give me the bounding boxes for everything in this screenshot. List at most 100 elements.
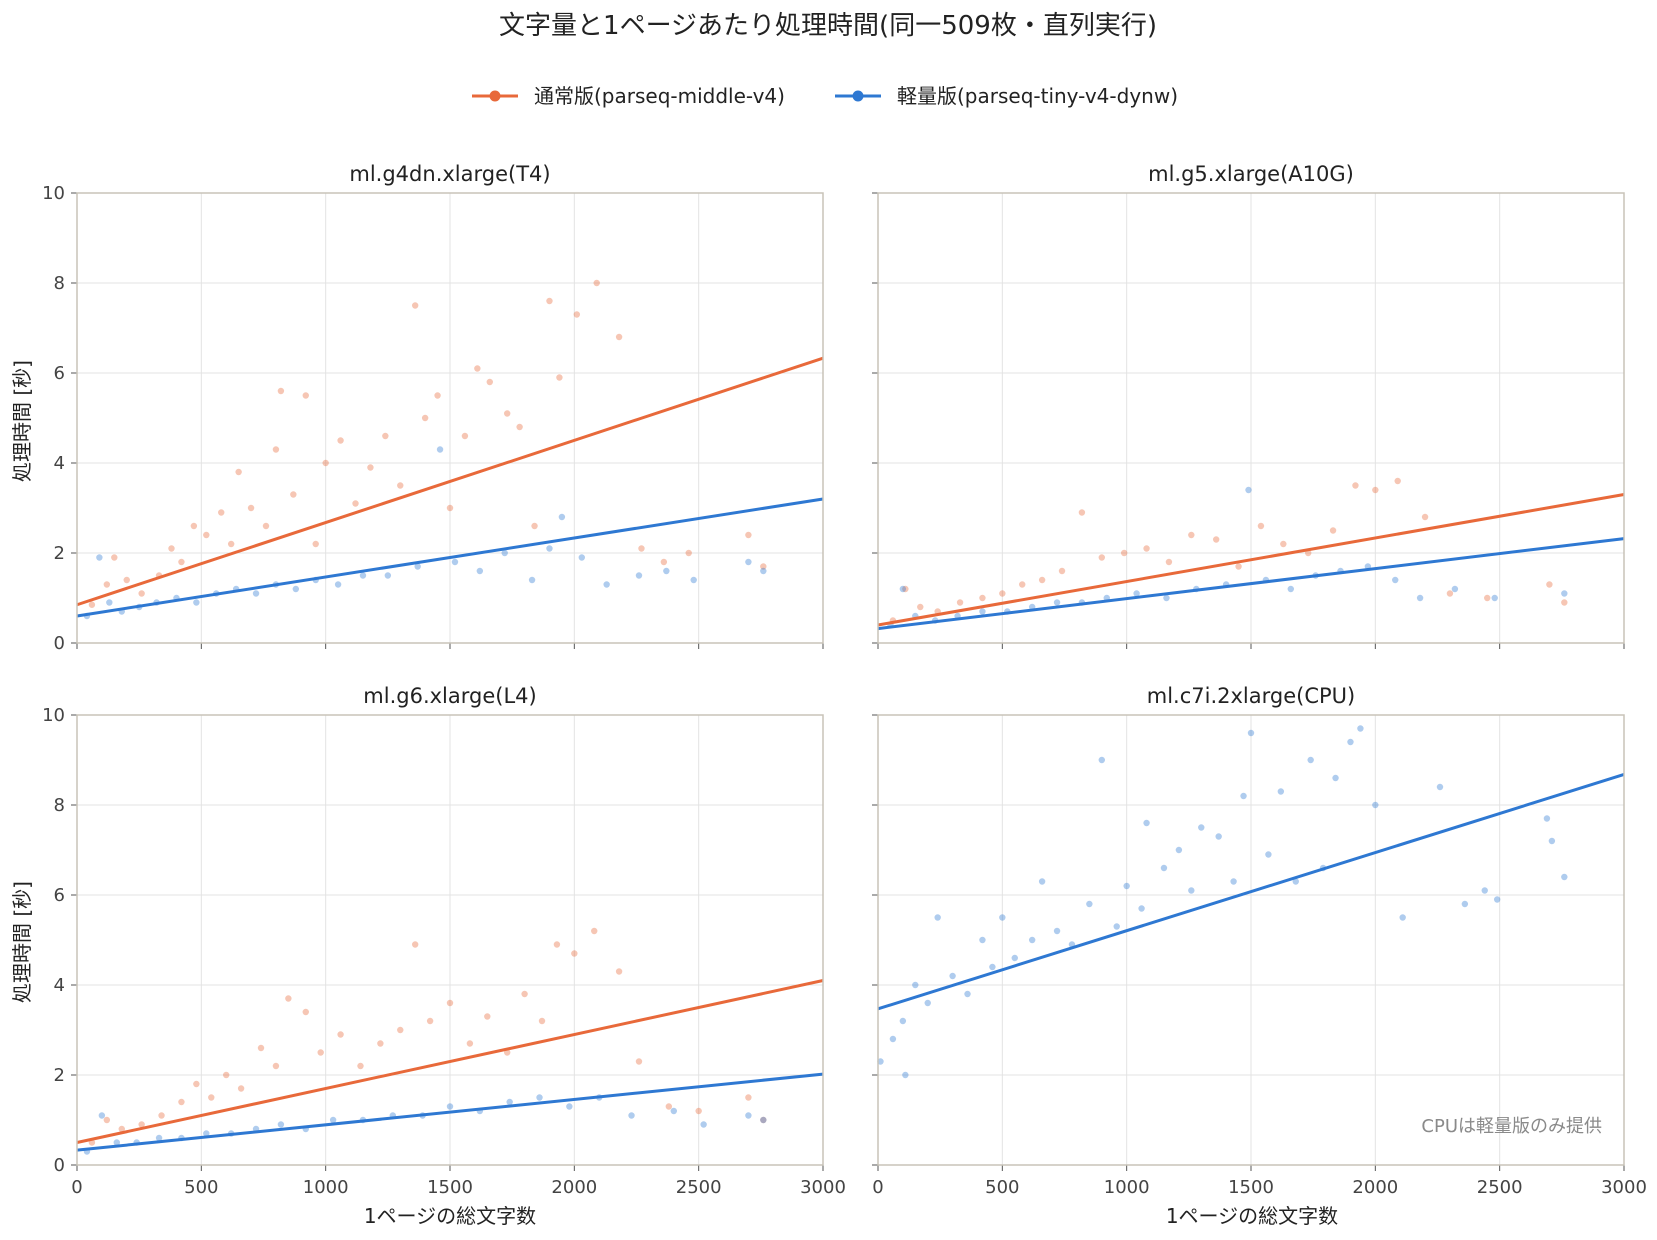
data-point bbox=[1245, 486, 1252, 494]
data-point bbox=[155, 1134, 163, 1142]
data-point bbox=[292, 585, 300, 593]
data-point bbox=[615, 333, 623, 341]
data-point bbox=[591, 927, 598, 935]
data-point bbox=[1484, 594, 1491, 602]
data-point bbox=[1352, 482, 1359, 489]
legend-marker-light bbox=[852, 90, 864, 102]
data-point bbox=[1143, 545, 1150, 552]
data-point bbox=[1188, 531, 1195, 539]
data-point bbox=[1160, 864, 1168, 872]
data-point bbox=[411, 941, 419, 948]
data-point bbox=[1548, 837, 1556, 845]
data-point bbox=[367, 464, 374, 471]
legend-marker-normal bbox=[489, 90, 501, 102]
data-point bbox=[628, 1112, 635, 1119]
data-point bbox=[357, 1062, 364, 1070]
data-point bbox=[745, 531, 752, 539]
data-point bbox=[1347, 738, 1354, 746]
y-tick-label: 8 bbox=[54, 795, 65, 816]
data-point bbox=[979, 936, 986, 944]
data-point bbox=[558, 513, 566, 521]
data-point bbox=[934, 914, 941, 921]
data-point bbox=[1257, 522, 1265, 530]
data-point bbox=[451, 558, 459, 566]
data-point bbox=[446, 1103, 454, 1110]
data-point bbox=[252, 590, 260, 597]
data-point bbox=[638, 545, 645, 552]
subplot-4: 0 500 1000 1500 2000 2500 3000 ml.c7i.2xlarge(C… bbox=[872, 684, 1647, 1198]
data-point bbox=[118, 1125, 125, 1133]
data-point bbox=[1123, 882, 1130, 890]
data-point bbox=[1098, 756, 1106, 764]
data-point bbox=[1280, 540, 1287, 548]
data-point bbox=[1113, 923, 1120, 930]
plot-frame bbox=[76, 192, 824, 644]
x-tick-label: 1000 bbox=[303, 1177, 349, 1198]
data-point bbox=[285, 995, 292, 1002]
data-point bbox=[203, 531, 210, 539]
x-tick-label: 2500 bbox=[676, 1177, 722, 1198]
data-point bbox=[635, 1058, 643, 1065]
data-point bbox=[1265, 851, 1272, 858]
data-point bbox=[1175, 846, 1183, 854]
subplot-1: 0 2 4 6 8 10 ml.g4dn.xlarge(T4) bbox=[42, 162, 824, 654]
data-point bbox=[446, 504, 454, 512]
series-1-points bbox=[88, 927, 767, 1146]
data-point bbox=[566, 1103, 573, 1110]
data-point bbox=[1436, 783, 1444, 791]
data-point bbox=[1561, 873, 1568, 881]
data-point bbox=[745, 558, 752, 566]
data-point bbox=[1491, 594, 1498, 602]
data-point bbox=[1058, 567, 1066, 575]
x-tick-label: 1500 bbox=[427, 1177, 473, 1198]
data-point bbox=[421, 414, 429, 422]
data-point bbox=[899, 585, 907, 593]
data-point bbox=[999, 590, 1006, 597]
data-point bbox=[96, 554, 103, 561]
trend-line bbox=[76, 1072, 824, 1152]
data-point bbox=[999, 914, 1006, 921]
subplot-3: 0 500 1000 1500 2000 2500 3000 0 2 4 6 8 10 ml.g6.xla… bbox=[42, 684, 846, 1198]
legend: 通常版(parseq-middle-v4) 軽量版(parseq-tiny-v4… bbox=[472, 84, 1178, 108]
data-point bbox=[503, 410, 511, 417]
data-point bbox=[501, 549, 508, 557]
data-point bbox=[745, 1112, 752, 1119]
data-point bbox=[553, 941, 561, 948]
data-point bbox=[1461, 900, 1469, 908]
data-point bbox=[484, 1013, 491, 1020]
data-point bbox=[106, 599, 113, 606]
x-tick-label: 500 bbox=[985, 1177, 1019, 1198]
data-point bbox=[138, 590, 145, 597]
data-point bbox=[1143, 819, 1150, 827]
data-point bbox=[486, 378, 493, 386]
data-point bbox=[247, 504, 255, 512]
x-tick-label: 1000 bbox=[1104, 1177, 1150, 1198]
data-point bbox=[760, 563, 767, 570]
data-point bbox=[1198, 824, 1205, 831]
y-tick-label: 2 bbox=[54, 543, 65, 564]
data-point bbox=[979, 608, 986, 615]
trend-line bbox=[76, 979, 824, 1144]
y-tick-label: 6 bbox=[54, 885, 65, 906]
data-point bbox=[877, 1058, 884, 1065]
data-point bbox=[1138, 905, 1145, 912]
subplot-grid: 0 2 4 6 8 10 ml.g4dn.xlarge(T4) ml.g5.xlarge(A1… bbox=[42, 162, 1647, 1198]
data-point bbox=[227, 540, 235, 548]
data-point bbox=[700, 1121, 707, 1128]
y-tick-label: 4 bbox=[54, 975, 65, 996]
data-point bbox=[1120, 549, 1128, 557]
data-point bbox=[1019, 581, 1026, 588]
y-axis-label-top: 処理時間 [秒] bbox=[10, 360, 34, 482]
data-point bbox=[546, 545, 553, 552]
data-point bbox=[352, 500, 359, 507]
data-point bbox=[277, 387, 285, 395]
data-point bbox=[434, 392, 441, 399]
data-point bbox=[531, 522, 538, 530]
x-tick-label: 2500 bbox=[1477, 1177, 1523, 1198]
subplot-title: ml.g5.xlarge(A10G) bbox=[1148, 162, 1354, 186]
data-point bbox=[528, 576, 536, 584]
data-point bbox=[635, 572, 643, 579]
data-point bbox=[670, 1107, 677, 1115]
trend-line bbox=[877, 493, 1625, 627]
